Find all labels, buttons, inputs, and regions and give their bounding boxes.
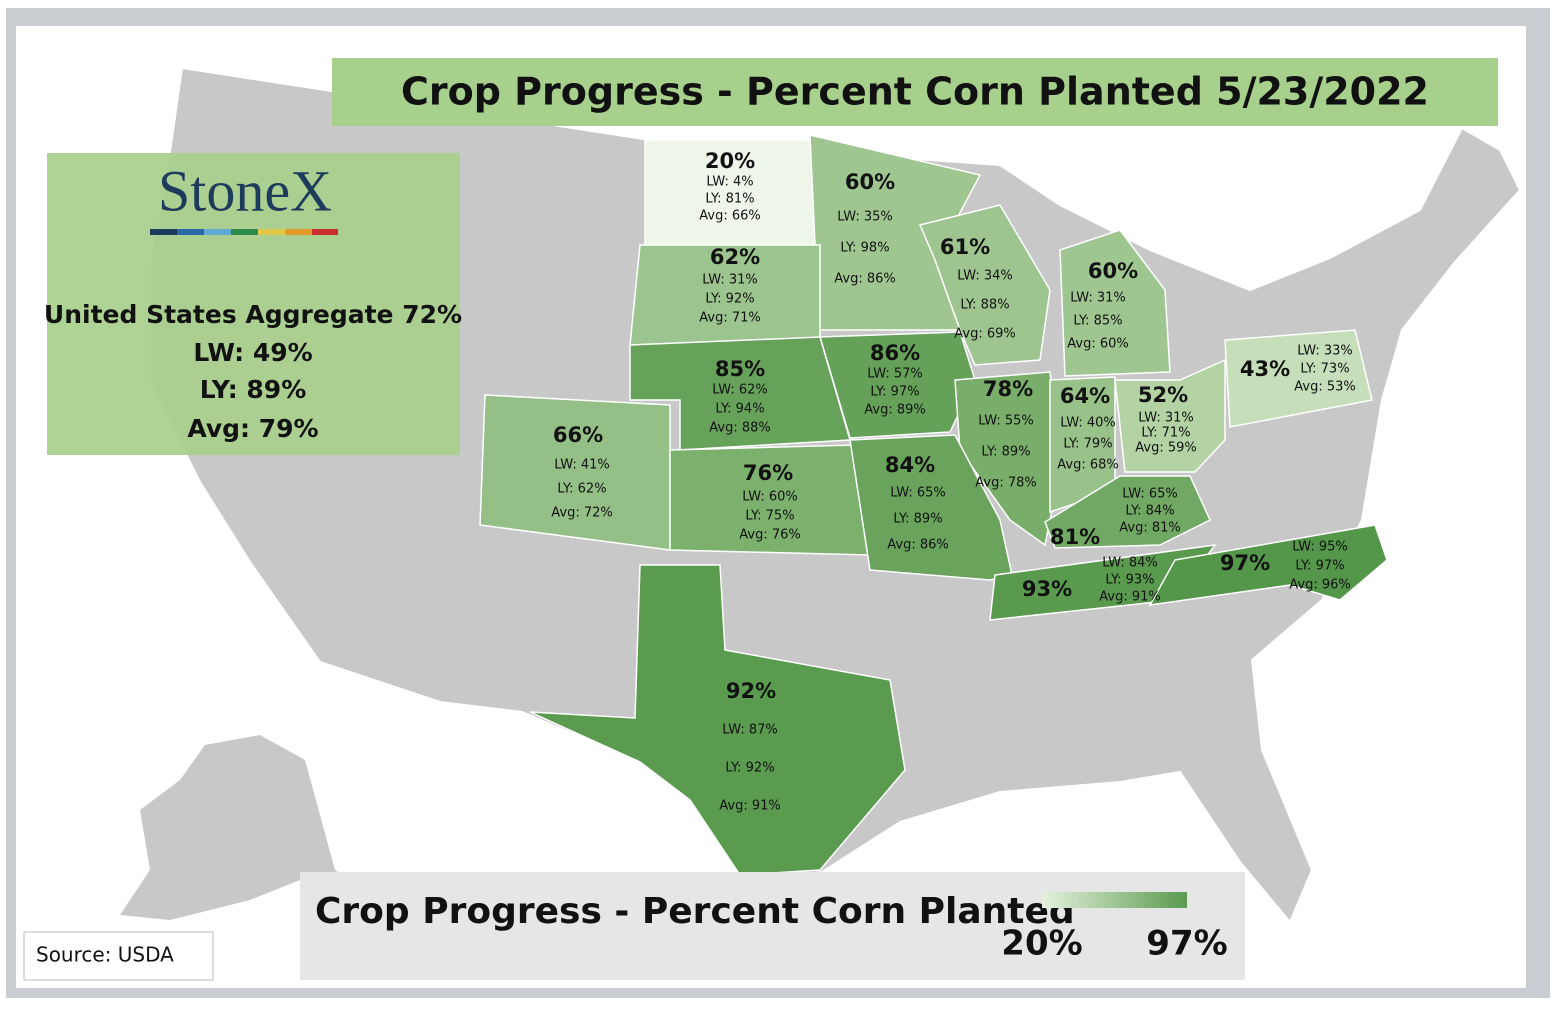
state-ly: LY: 92%: [705, 292, 754, 307]
aggregate-avg: Avg: 79%: [187, 414, 318, 443]
aggregate-ly: LY: 89%: [200, 375, 307, 404]
state-region: [918, 204, 1051, 366]
state-avg: Avg: 96%: [1289, 578, 1350, 593]
state-lw: LW: 31%: [1070, 291, 1126, 306]
state-lw: LW: 62%: [712, 383, 768, 398]
state-avg: Avg: 71%: [699, 311, 760, 326]
map-title: Crop Progress - Percent Corn Planted 5/2…: [401, 70, 1429, 114]
state-lw: LW: 41%: [554, 458, 610, 473]
state-percent: 78%: [983, 377, 1033, 401]
state-ly: LY: 79%: [1063, 437, 1112, 452]
state-lw: LW: 40%: [1060, 416, 1116, 431]
state-lw: LW: 34%: [957, 269, 1013, 284]
state-avg: Avg: 91%: [1099, 590, 1160, 605]
state-percent: 92%: [726, 679, 776, 703]
state-percent: 86%: [870, 341, 920, 365]
state-percent: 66%: [553, 423, 603, 447]
logo: StoneX: [158, 158, 332, 223]
state-region: [1114, 358, 1226, 473]
state-percent: 52%: [1138, 383, 1188, 407]
state-percent: 64%: [1060, 384, 1110, 408]
state-ly: LY: 89%: [893, 512, 942, 527]
state-ly: LY: 81%: [705, 192, 754, 207]
state-lw: LW: 31%: [702, 273, 758, 288]
logo-bar: [150, 229, 338, 235]
legend-max: 97%: [1146, 924, 1227, 964]
aggregate-total: United States Aggregate 72%: [44, 300, 462, 329]
state-ly: LY: 73%: [1300, 362, 1349, 377]
state-percent: 84%: [885, 453, 935, 477]
state-avg: Avg: 76%: [739, 528, 800, 543]
state-lw: LW: 65%: [890, 486, 946, 501]
state-ly: LY: 84%: [1125, 504, 1174, 519]
state-ly: LY: 97%: [1295, 559, 1344, 574]
state-lw: LW: 57%: [867, 367, 923, 382]
state-lw: LW: 33%: [1297, 344, 1353, 359]
state-percent: 60%: [845, 170, 895, 194]
state-percent: 61%: [940, 235, 990, 259]
state-avg: Avg: 66%: [699, 209, 760, 224]
state-ly: LY: 94%: [715, 402, 764, 417]
source-box: [23, 931, 214, 981]
state-lw: LW: 65%: [1122, 487, 1178, 502]
state-ly: LY: 98%: [840, 241, 889, 256]
state-lw: LW: 31%: [1138, 411, 1194, 426]
state-ly: LY: 97%: [870, 385, 919, 400]
state-avg: Avg: 88%: [709, 421, 770, 436]
state-percent: 43%: [1240, 357, 1290, 381]
state-percent: 62%: [710, 245, 760, 269]
state-region: [479, 394, 671, 551]
state-lw: LW: 95%: [1292, 540, 1348, 555]
state-percent: 97%: [1220, 551, 1270, 575]
legend-title: Crop Progress - Percent Corn Planted: [315, 891, 1075, 932]
state-region: [1148, 524, 1388, 606]
state-region: [1059, 229, 1171, 377]
legend-gradient: [1042, 892, 1187, 908]
state-percent: 81%: [1050, 525, 1100, 549]
legend-min: 20%: [1001, 924, 1082, 964]
state-avg: Avg: 72%: [551, 506, 612, 521]
state-avg: Avg: 59%: [1135, 441, 1196, 456]
state-ly: LY: 75%: [745, 509, 794, 524]
state-ly: LY: 89%: [981, 445, 1030, 460]
state-avg: Avg: 78%: [975, 476, 1036, 491]
state-ly: LY: 71%: [1141, 426, 1190, 441]
state-ly: LY: 88%: [960, 298, 1009, 313]
state-avg: Avg: 89%: [864, 403, 925, 418]
state-lw: LW: 35%: [837, 210, 893, 225]
state-ly: LY: 62%: [557, 482, 606, 497]
state-avg: Avg: 69%: [954, 327, 1015, 342]
state-percent: 76%: [743, 461, 793, 485]
state-lw: LW: 55%: [978, 414, 1034, 429]
legend-box: [300, 872, 1245, 980]
state-lw: LW: 4%: [706, 175, 753, 190]
state-percent: 20%: [705, 149, 755, 173]
state-ly: LY: 92%: [725, 761, 774, 776]
state-percent: 93%: [1022, 577, 1072, 601]
state-avg: Avg: 68%: [1057, 458, 1118, 473]
state-percent: 60%: [1088, 259, 1138, 283]
title-box: [332, 58, 1498, 126]
state-region: [1224, 329, 1373, 428]
state-percent: 85%: [715, 357, 765, 381]
state-avg: Avg: 81%: [1119, 521, 1180, 536]
state-avg: Avg: 60%: [1067, 337, 1128, 352]
state-avg: Avg: 53%: [1294, 380, 1355, 395]
state-avg: Avg: 86%: [834, 272, 895, 287]
state-avg: Avg: 91%: [719, 799, 780, 814]
state-lw: LW: 60%: [742, 490, 798, 505]
aggregate-box: [47, 153, 460, 455]
state-ly: LY: 93%: [1105, 573, 1154, 588]
state-lw: LW: 84%: [1102, 556, 1158, 571]
state-avg: Avg: 86%: [887, 538, 948, 553]
state-region: [1044, 475, 1211, 549]
state-lw: LW: 87%: [722, 723, 778, 738]
aggregate-lw: LW: 49%: [193, 338, 312, 367]
source: Source: USDA: [36, 943, 174, 967]
state-ly: LY: 85%: [1073, 314, 1122, 329]
